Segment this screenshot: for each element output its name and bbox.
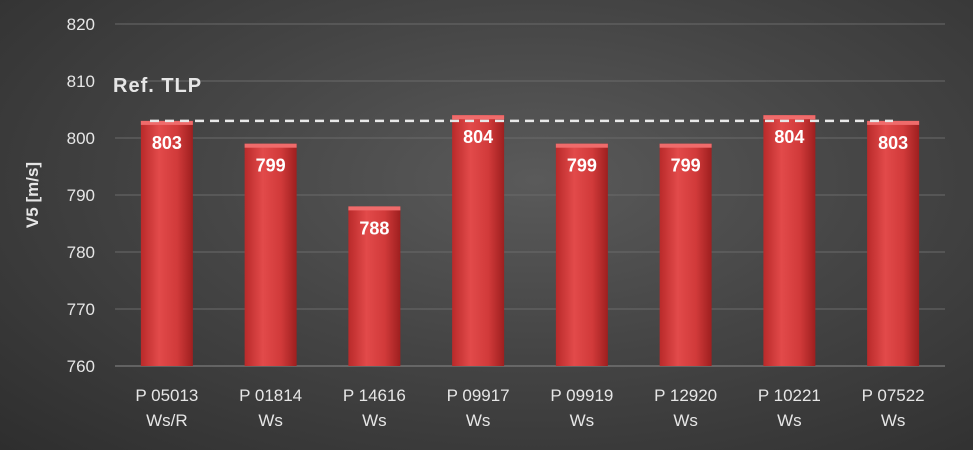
y-tick-label: 760 <box>67 357 95 376</box>
x-category-label: Ws <box>362 411 387 430</box>
x-category-label: P 01814 <box>239 386 302 405</box>
y-tick-label: 780 <box>67 243 95 262</box>
x-category-label: Ws <box>777 411 802 430</box>
bar-top-highlight <box>244 143 297 148</box>
x-category-label: Ws <box>570 411 595 430</box>
x-axis-categories: P 05013 Ws/R P 01814 Ws P 14616 Ws P 09917 Ws P … <box>135 386 924 430</box>
bar-value-label: 804 <box>463 127 493 147</box>
bar-top-highlight <box>348 206 401 211</box>
bar-value-label: 799 <box>567 156 597 176</box>
bar <box>763 115 816 366</box>
x-category-label: Ws <box>466 411 491 430</box>
bar <box>555 143 608 366</box>
bar-top-highlight <box>452 115 505 120</box>
y-axis-title: V5 [m/s] <box>23 162 42 228</box>
x-category-label: P 10221 <box>758 386 821 405</box>
bar-value-label: 803 <box>878 133 908 153</box>
reference-line-group: Ref. TLP <box>113 75 893 123</box>
x-category-label: P 09919 <box>550 386 613 405</box>
y-tick-label: 820 <box>67 15 95 34</box>
bar-value-label: 799 <box>671 156 701 176</box>
x-category-label: Ws <box>881 411 906 430</box>
x-category-label: Ws <box>258 411 283 430</box>
bars <box>140 115 920 367</box>
data-labels: 803 799 788 804 799 799 804 803 <box>152 127 908 238</box>
bar-top-highlight <box>659 143 712 148</box>
x-category-label: P 14616 <box>343 386 406 405</box>
x-category-label: P 12920 <box>654 386 717 405</box>
bar <box>659 143 712 366</box>
y-tick-label: 800 <box>67 129 95 148</box>
bar-value-label: 799 <box>256 156 286 176</box>
bar-value-label: 804 <box>774 127 804 147</box>
x-category-label: Ws <box>673 411 698 430</box>
bar <box>867 120 920 367</box>
bar-value-label: 788 <box>359 218 389 238</box>
bar-value-label: 803 <box>152 133 182 153</box>
bar <box>140 120 193 367</box>
bar-top-highlight <box>763 115 816 120</box>
bar-top-highlight <box>867 120 920 125</box>
bar-top-highlight <box>140 120 193 125</box>
bar <box>452 115 505 366</box>
reference-line-label: Ref. TLP <box>113 75 202 97</box>
x-category-label: P 09917 <box>447 386 510 405</box>
x-category-label: P 07522 <box>862 386 925 405</box>
gridlines <box>115 23 945 367</box>
bar <box>244 143 297 366</box>
x-category-label: Ws/R <box>146 411 188 430</box>
y-tick-label: 770 <box>67 300 95 319</box>
bar <box>348 206 401 366</box>
y-tick-label: 790 <box>67 186 95 205</box>
x-category-label: P 05013 <box>135 386 198 405</box>
bar-top-highlight <box>555 143 608 148</box>
y-axis-ticks: 760 770 780 790 800 810 820 <box>67 15 95 376</box>
y-tick-label: 810 <box>67 72 95 91</box>
